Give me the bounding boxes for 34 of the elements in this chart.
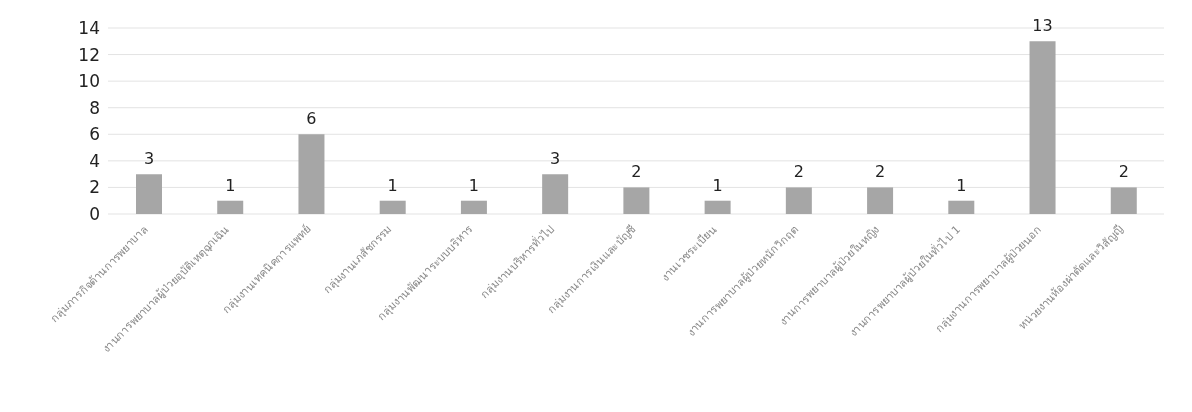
- bar: [785, 187, 812, 214]
- data-label: 1: [468, 175, 480, 195]
- data-label: 2: [874, 162, 886, 182]
- bar: [217, 200, 244, 214]
- data-label: 3: [143, 149, 155, 169]
- y-tick-label: 6: [89, 124, 100, 145]
- bar: [136, 174, 162, 214]
- bar: [1029, 41, 1056, 214]
- data-label: 1: [387, 175, 398, 195]
- bar: [704, 200, 731, 214]
- data-label: 2: [631, 162, 642, 182]
- bar: [948, 200, 975, 214]
- data-label: 1: [225, 175, 236, 195]
- y-tick-label: 4: [89, 150, 100, 171]
- data-label: 6: [306, 109, 317, 129]
- y-tick-label: 12: [78, 44, 100, 65]
- data-label: 2: [793, 162, 804, 182]
- data-label: 13: [1032, 16, 1053, 36]
- data-label: 2: [1118, 162, 1129, 182]
- y-tick-label: 14: [78, 18, 100, 39]
- y-tick-label: 0: [89, 204, 100, 225]
- y-tick-label: 10: [78, 71, 100, 92]
- y-tick-label: 8: [89, 97, 100, 118]
- y-tick-label: 2: [89, 177, 100, 198]
- data-label: 3: [550, 149, 561, 169]
- bar: [298, 134, 325, 214]
- bar: [542, 174, 569, 214]
- bar: [460, 200, 487, 214]
- bar: [1110, 187, 1137, 214]
- data-label: 1: [712, 175, 723, 195]
- bar: [867, 187, 894, 214]
- data-label: 1: [956, 175, 967, 195]
- bar: [379, 200, 406, 214]
- bar: [623, 187, 650, 214]
